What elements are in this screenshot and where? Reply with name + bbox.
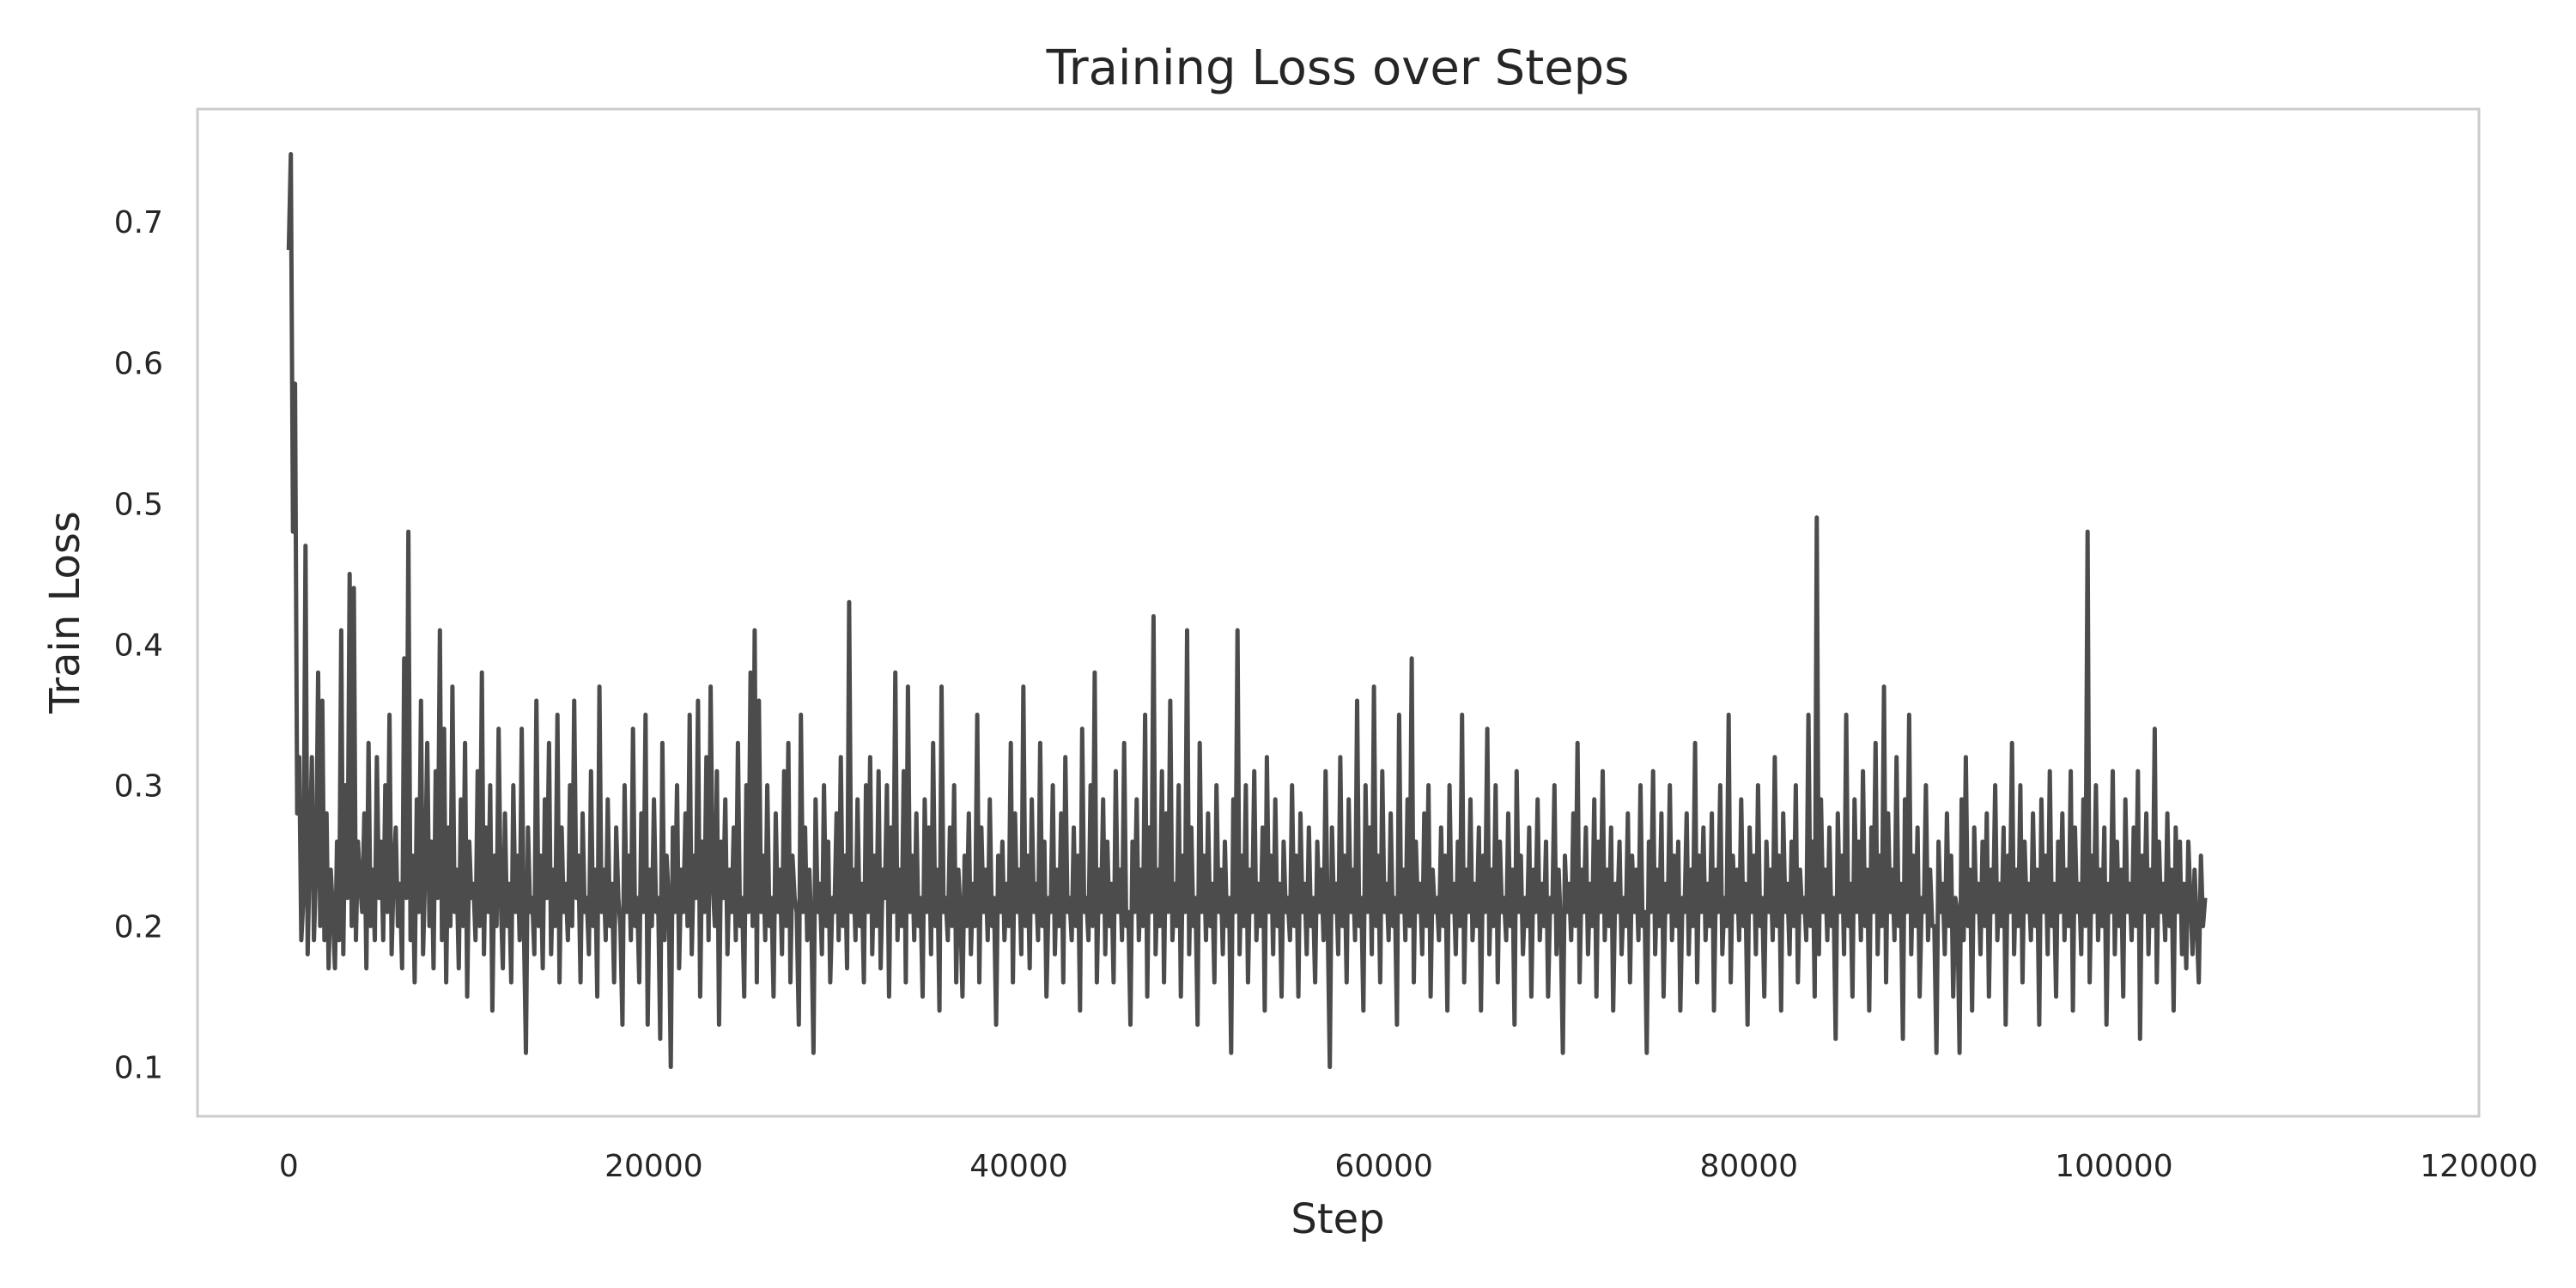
x-tick-label: 40000: [969, 1149, 1068, 1184]
chart-title: Training Loss over Steps: [1046, 40, 1630, 96]
plot-background: [197, 109, 2479, 1116]
x-tick-labels: 0 20000 40000 60000 80000 100000 120000: [279, 1149, 2538, 1184]
series-line-0: [286, 152, 2208, 1070]
y-tick-label: 0.2: [114, 910, 163, 945]
y-tick-label: 0.4: [114, 628, 163, 663]
x-tick-label: 20000: [605, 1149, 703, 1184]
y-tick-label: 0.1: [114, 1051, 163, 1086]
series-layer: [286, 152, 2208, 1070]
x-tick-label: 100000: [2055, 1149, 2172, 1184]
x-tick-label: 60000: [1334, 1149, 1433, 1184]
plot-frame: [196, 107, 2481, 1118]
x-axis-label: Step: [1291, 1195, 1384, 1243]
y-tick-label: 0.7: [114, 205, 163, 240]
y-tick-label: 0.6: [114, 346, 163, 381]
x-tick-label: 120000: [2420, 1149, 2537, 1184]
y-axis-label: Train Loss: [41, 511, 89, 714]
y-tick-label: 0.5: [114, 487, 163, 522]
x-tick-label: 80000: [1700, 1149, 1799, 1184]
x-tick-label: 0: [279, 1149, 299, 1184]
y-tick-label: 0.3: [114, 769, 163, 805]
y-tick-labels: 0.1 0.2 0.3 0.4 0.5 0.6 0.7: [114, 205, 163, 1085]
